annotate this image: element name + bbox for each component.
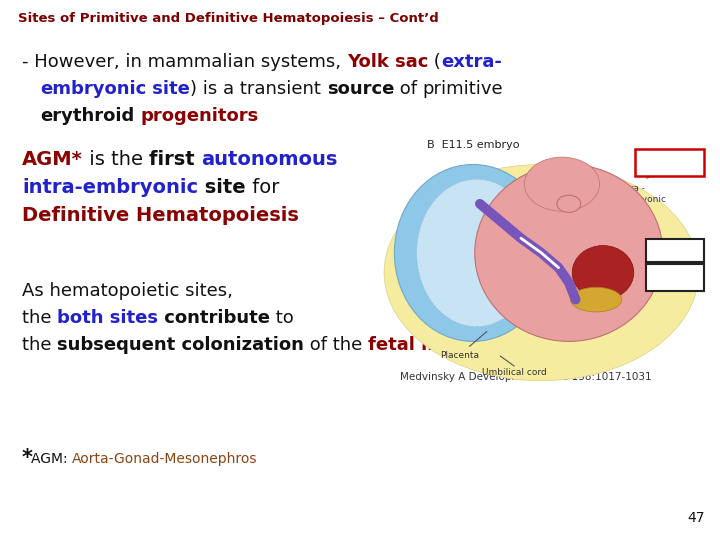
Text: erythroid: erythroid: [40, 107, 134, 125]
Ellipse shape: [572, 246, 634, 300]
FancyBboxPatch shape: [646, 239, 704, 261]
Ellipse shape: [474, 165, 663, 341]
Ellipse shape: [395, 165, 552, 341]
Text: progenitors: progenitors: [140, 107, 258, 125]
Text: site: site: [146, 80, 190, 98]
Text: first: first: [149, 150, 202, 169]
Text: Definitive Hematopoiesis: Definitive Hematopoiesis: [22, 206, 299, 225]
Text: As hematopoietic sites,: As hematopoietic sites,: [22, 282, 233, 300]
Text: AGM*: AGM*: [22, 150, 83, 169]
Text: site: site: [198, 178, 246, 197]
Text: - Liver: - Liver: [660, 246, 689, 255]
Text: subsequent colonization: subsequent colonization: [58, 336, 304, 354]
Text: to: to: [270, 309, 294, 327]
Text: ) is a transient: ) is a transient: [190, 80, 327, 98]
Text: both sites: both sites: [58, 309, 158, 327]
Text: Yolk sac: Yolk sac: [652, 158, 688, 166]
FancyBboxPatch shape: [646, 264, 704, 291]
FancyBboxPatch shape: [636, 148, 704, 176]
Text: intra-embryonic: intra-embryonic: [22, 178, 198, 197]
Text: AGM:: AGM:: [31, 452, 72, 466]
Text: Sites of Primitive and Definitive Hematopoiesis – Cont’d: Sites of Primitive and Definitive Hemato…: [18, 12, 438, 25]
Text: Yolk sac: Yolk sac: [347, 53, 428, 71]
Ellipse shape: [384, 165, 698, 381]
Ellipse shape: [570, 287, 622, 312]
Text: contribute: contribute: [158, 309, 270, 327]
Text: fetal liver: fetal liver: [368, 336, 467, 354]
Text: Umbilical cord: Umbilical cord: [482, 368, 546, 377]
Text: *: *: [22, 448, 33, 468]
Text: the: the: [22, 336, 58, 354]
Text: of: of: [394, 80, 423, 98]
Ellipse shape: [524, 157, 600, 211]
Text: Aorta-Gonad-Mesonephros: Aorta-Gonad-Mesonephros: [72, 452, 258, 466]
Text: (: (: [428, 53, 441, 71]
Text: extra-: extra-: [441, 53, 502, 71]
Text: 47: 47: [688, 511, 705, 525]
Text: source: source: [327, 80, 394, 98]
Text: AGM
region: AGM region: [662, 268, 688, 287]
Ellipse shape: [557, 195, 581, 212]
Text: Extra -
emb ryonic: Extra - emb ryonic: [615, 184, 666, 204]
Text: is the: is the: [83, 150, 149, 169]
Ellipse shape: [417, 179, 536, 327]
Text: - However, in mammalian systems,: - However, in mammalian systems,: [22, 53, 347, 71]
Text: B  E11.5 embryo: B E11.5 embryo: [427, 140, 519, 150]
Text: for: for: [246, 178, 279, 197]
Text: primitive: primitive: [423, 80, 503, 98]
Text: autonomous: autonomous: [202, 150, 338, 169]
Text: the: the: [22, 309, 58, 327]
Text: Medvinsky A Development 2011 138:1017-1031: Medvinsky A Development 2011 138:1017-10…: [400, 372, 652, 382]
Text: Placenta: Placenta: [440, 351, 479, 360]
Text: embryonic: embryonic: [40, 80, 146, 98]
Text: of the: of the: [304, 336, 368, 354]
